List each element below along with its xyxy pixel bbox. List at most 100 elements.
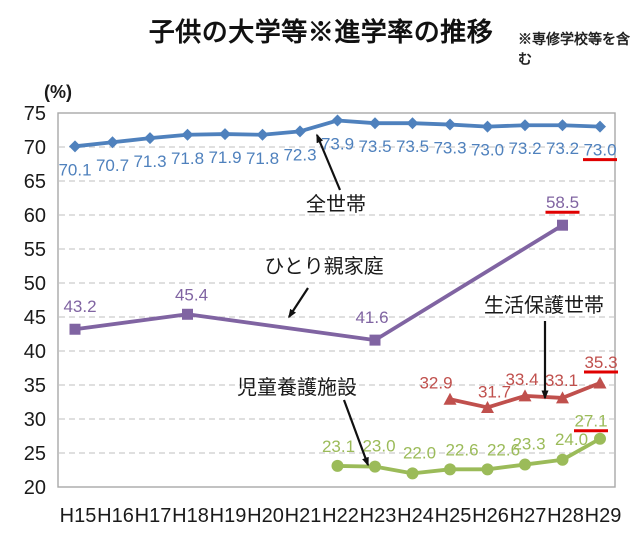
data-point-public-assistance-households xyxy=(556,391,569,404)
data-point-all-households xyxy=(556,119,569,132)
data-point-all-households xyxy=(594,120,606,133)
data-label-all-households: 70.1 xyxy=(58,160,91,179)
data-point-foster-care-facilities xyxy=(481,463,494,476)
x-tick-label: H26 xyxy=(472,505,509,527)
series-line-foster-care-facilities xyxy=(335,436,602,476)
data-label-public-assistance-households: 32.9 xyxy=(419,373,452,392)
data-label-all-households: 73.0 xyxy=(471,141,504,160)
x-tick-label: H20 xyxy=(247,505,284,527)
y-tick-label: 60 xyxy=(24,205,46,227)
data-point-public-assistance-households xyxy=(481,400,494,413)
data-label-all-households: 71.9 xyxy=(208,148,241,167)
data-point-foster-care-facilities xyxy=(556,453,569,466)
x-tick-label: H19 xyxy=(210,505,247,527)
annotation-arrow-foster-care-facilities xyxy=(342,399,370,467)
data-label-public-assistance-households: 31.7 xyxy=(478,382,511,401)
y-tick-label: 35 xyxy=(24,375,46,397)
data-point-all-households xyxy=(444,118,456,131)
x-tick-label: H22 xyxy=(322,505,359,527)
data-label-all-households: 73.3 xyxy=(433,139,466,158)
y-tick-label: 55 xyxy=(24,239,46,261)
data-label-foster-care-facilities: 27.1 xyxy=(574,412,607,431)
x-tick-label: H25 xyxy=(435,505,472,527)
data-label-public-assistance-households: 33.4 xyxy=(505,370,538,389)
data-label-all-households: 73.9 xyxy=(321,134,354,153)
data-point-single-parent-households xyxy=(69,323,81,335)
y-tick-label: 50 xyxy=(24,273,46,295)
x-tick-label: H24 xyxy=(397,505,434,527)
data-point-foster-care-facilities xyxy=(406,467,419,480)
data-label-foster-care-facilities: 22.6 xyxy=(487,440,520,459)
x-tick-label: H28 xyxy=(547,505,584,527)
data-point-all-households xyxy=(69,140,81,153)
annotation-label-public-assistance-households: 生活保護世帯 xyxy=(484,294,604,317)
annotation-label-all-households: 全世帯 xyxy=(306,193,366,216)
data-point-public-assistance-households xyxy=(593,376,607,389)
y-axis-unit: (%) xyxy=(44,82,72,102)
data-label-all-households: 70.7 xyxy=(96,156,129,175)
data-label-foster-care-facilities: 24.0 xyxy=(555,430,588,449)
data-label-all-households: 71.8 xyxy=(246,149,279,168)
data-label-foster-care-facilities: 22.0 xyxy=(403,443,436,462)
y-tick-label: 75 xyxy=(24,103,46,125)
x-tick-label: H21 xyxy=(285,505,322,527)
data-label-all-households: 71.8 xyxy=(171,149,204,168)
y-tick-label: 30 xyxy=(24,409,46,431)
data-point-foster-care-facilities xyxy=(594,432,606,445)
data-label-single-parent-households: 41.6 xyxy=(355,308,388,327)
data-point-single-parent-households xyxy=(369,334,381,346)
data-label-single-parent-households: 43.2 xyxy=(63,297,96,316)
data-point-single-parent-households xyxy=(182,308,193,320)
data-point-foster-care-facilities xyxy=(519,458,531,471)
x-tick-label: H18 xyxy=(172,505,209,527)
data-point-foster-care-facilities xyxy=(369,460,381,473)
data-label-single-parent-households: 58.5 xyxy=(546,193,579,212)
data-point-foster-care-facilities xyxy=(331,459,344,472)
x-tick-label: H15 xyxy=(60,505,97,527)
data-point-public-assistance-households xyxy=(518,389,532,402)
data-label-public-assistance-households: 33.1 xyxy=(545,371,578,390)
y-tick-label: 25 xyxy=(24,443,46,465)
data-label-all-households: 73.0 xyxy=(583,141,616,160)
x-tick-label: H16 xyxy=(97,505,134,527)
x-tick-label: H17 xyxy=(135,505,172,527)
data-point-all-households xyxy=(369,117,381,130)
chart-title: 子供の大学等※進学率の推移 xyxy=(148,17,494,47)
annotation-label-foster-care-facilities: 児童養護施設 xyxy=(237,376,357,399)
data-label-foster-care-facilities: 23.1 xyxy=(322,437,355,456)
annotation-arrow-single-parent-households xyxy=(288,287,309,319)
annotation-arrow-all-households xyxy=(315,133,342,191)
data-label-foster-care-facilities: 23.3 xyxy=(512,435,545,454)
data-point-all-households xyxy=(219,128,231,141)
data-point-all-households xyxy=(481,120,494,133)
data-label-public-assistance-households: 35.3 xyxy=(584,353,617,372)
x-tick-label: H29 xyxy=(585,505,622,527)
y-tick-label: 20 xyxy=(24,477,46,499)
data-point-single-parent-households xyxy=(557,219,568,231)
y-tick-label: 45 xyxy=(24,307,46,329)
data-label-single-parent-households: 45.4 xyxy=(175,285,208,304)
y-tick-label: 70 xyxy=(24,137,46,159)
data-point-all-households xyxy=(181,128,194,141)
data-label-all-households: 73.2 xyxy=(546,139,579,158)
data-point-all-households xyxy=(256,128,269,141)
x-tick-label: H23 xyxy=(360,505,397,527)
data-label-all-households: 71.3 xyxy=(133,152,166,171)
data-label-all-households: 72.3 xyxy=(283,145,316,164)
plot-border xyxy=(57,112,616,488)
data-label-all-households: 73.5 xyxy=(396,137,429,156)
data-point-public-assistance-households xyxy=(443,392,457,405)
series-line-single-parent-households xyxy=(73,223,565,343)
y-tick-label: 65 xyxy=(24,171,46,193)
data-label-all-households: 73.5 xyxy=(358,137,391,156)
x-tick-label: H27 xyxy=(510,505,547,527)
data-point-all-households xyxy=(144,132,156,145)
data-point-foster-care-facilities xyxy=(444,463,456,476)
data-label-foster-care-facilities: 23.0 xyxy=(362,437,395,456)
annotation-label-single-parent-households: ひとり親家庭 xyxy=(264,255,383,278)
data-point-all-households xyxy=(331,114,344,127)
y-tick-label: 40 xyxy=(24,341,46,363)
data-point-all-households xyxy=(406,117,419,130)
